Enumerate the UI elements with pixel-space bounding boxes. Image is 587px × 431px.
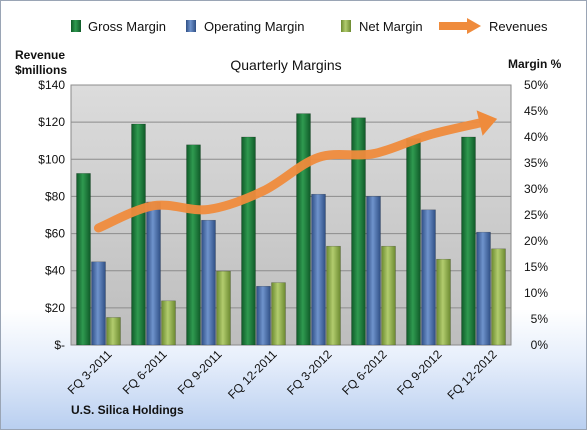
y-left-tick-label: $60 [45,227,65,241]
y-right-tick-label: 0% [531,338,549,352]
net-margin-bar [106,317,121,346]
bar-series [76,113,506,346]
gross-margin-bar [76,173,91,346]
gross-margin-bar [131,123,146,346]
revenue-series [94,110,498,233]
y-right-tick-label: 20% [524,234,548,248]
operating-margin-bar [256,285,271,346]
net-margin-bar [491,248,506,346]
company-name: U.S. Silica Holdings [71,403,184,417]
y-right-tick-labels: 0% 5% 10% 15% 20% 25% 30% 35% 40% 45% 50% [524,78,548,352]
x-tick-label: FQ 12-2012 [444,347,499,402]
legend-swatch-operating-margin [186,20,196,32]
x-tick-label: FQ 6-2011 [120,347,170,397]
operating-margin-bar [476,231,491,346]
y-left-tick-labels: $- $20 $40 $60 $80 $100 $120 $140 [38,78,65,352]
revenue-line [94,117,488,233]
operating-margin-bar [91,261,106,346]
y-right-tick-label: 5% [531,312,549,326]
x-tick-label: FQ 9-2011 [175,347,225,397]
operating-margin-bar [201,219,216,346]
x-tick-label: FQ 3-2011 [65,347,115,397]
net-margin-bar [216,270,231,346]
gross-margin-bar [241,136,256,346]
gross-margin-bar [186,144,201,346]
y-right-axis-title: Margin % [508,57,562,71]
legend-swatch-gross-margin [71,20,81,32]
y-left-tick-label: $120 [38,115,65,129]
y-right-tick-label: 30% [524,182,548,196]
gross-margin-bar [406,138,421,346]
net-margin-bar [271,282,286,346]
x-tick-label: FQ 3-2012 [284,347,335,398]
y-right-tick-label: 25% [524,208,548,222]
x-tick-label: FQ 12-2011 [225,347,280,402]
gross-margin-bar [296,113,311,346]
y-right-tick-label: 35% [524,156,548,170]
y-left-tick-label: $40 [45,264,65,278]
operating-margin-bar [146,201,161,346]
net-margin-bar [381,245,396,346]
x-tick-labels: FQ 3-2011 FQ 6-2011 FQ 9-2011 FQ 12-2011 FQ … [65,347,500,402]
revenue-arrowhead [476,110,498,136]
y-left-tick-label: $- [54,338,65,352]
legend-arrowhead-icon [467,18,481,34]
operating-margin-bar [311,193,326,346]
x-tick-label: FQ 9-2012 [394,347,445,398]
y-right-tick-label: 40% [524,130,548,144]
y-left-tick-label: $140 [38,78,65,92]
legend: Gross Margin Operating Margin Net Margin… [71,18,548,34]
gross-margin-bar [461,136,476,346]
y-right-tick-label: 10% [524,286,548,300]
y-left-tick-label: $20 [45,301,65,315]
y-left-tick-label: $100 [38,152,65,166]
legend-label-gross-margin: Gross Margin [88,19,166,34]
net-margin-bar [161,300,176,346]
y-left-tick-label: $80 [45,189,65,203]
gross-margin-bar [351,117,366,346]
legend-swatch-net-margin [341,20,351,32]
y-right-tick-label: 50% [524,78,548,92]
y-right-tick-label: 15% [524,260,548,274]
operating-margin-bar [366,196,381,346]
legend-label-operating-margin: Operating Margin [204,19,304,34]
operating-margin-bar [421,209,436,346]
net-margin-bar [326,245,341,346]
y-left-axis-title-line2: $millions [15,63,67,77]
x-tick-label: FQ 6-2012 [339,347,390,398]
legend-label-revenues: Revenues [489,19,548,34]
chart-title: Quarterly Margins [230,57,341,73]
net-margin-bar [436,258,451,346]
legend-label-net-margin: Net Margin [359,19,423,34]
y-right-tick-label: 45% [524,104,548,118]
y-left-axis-title-line1: Revenue [15,48,65,62]
